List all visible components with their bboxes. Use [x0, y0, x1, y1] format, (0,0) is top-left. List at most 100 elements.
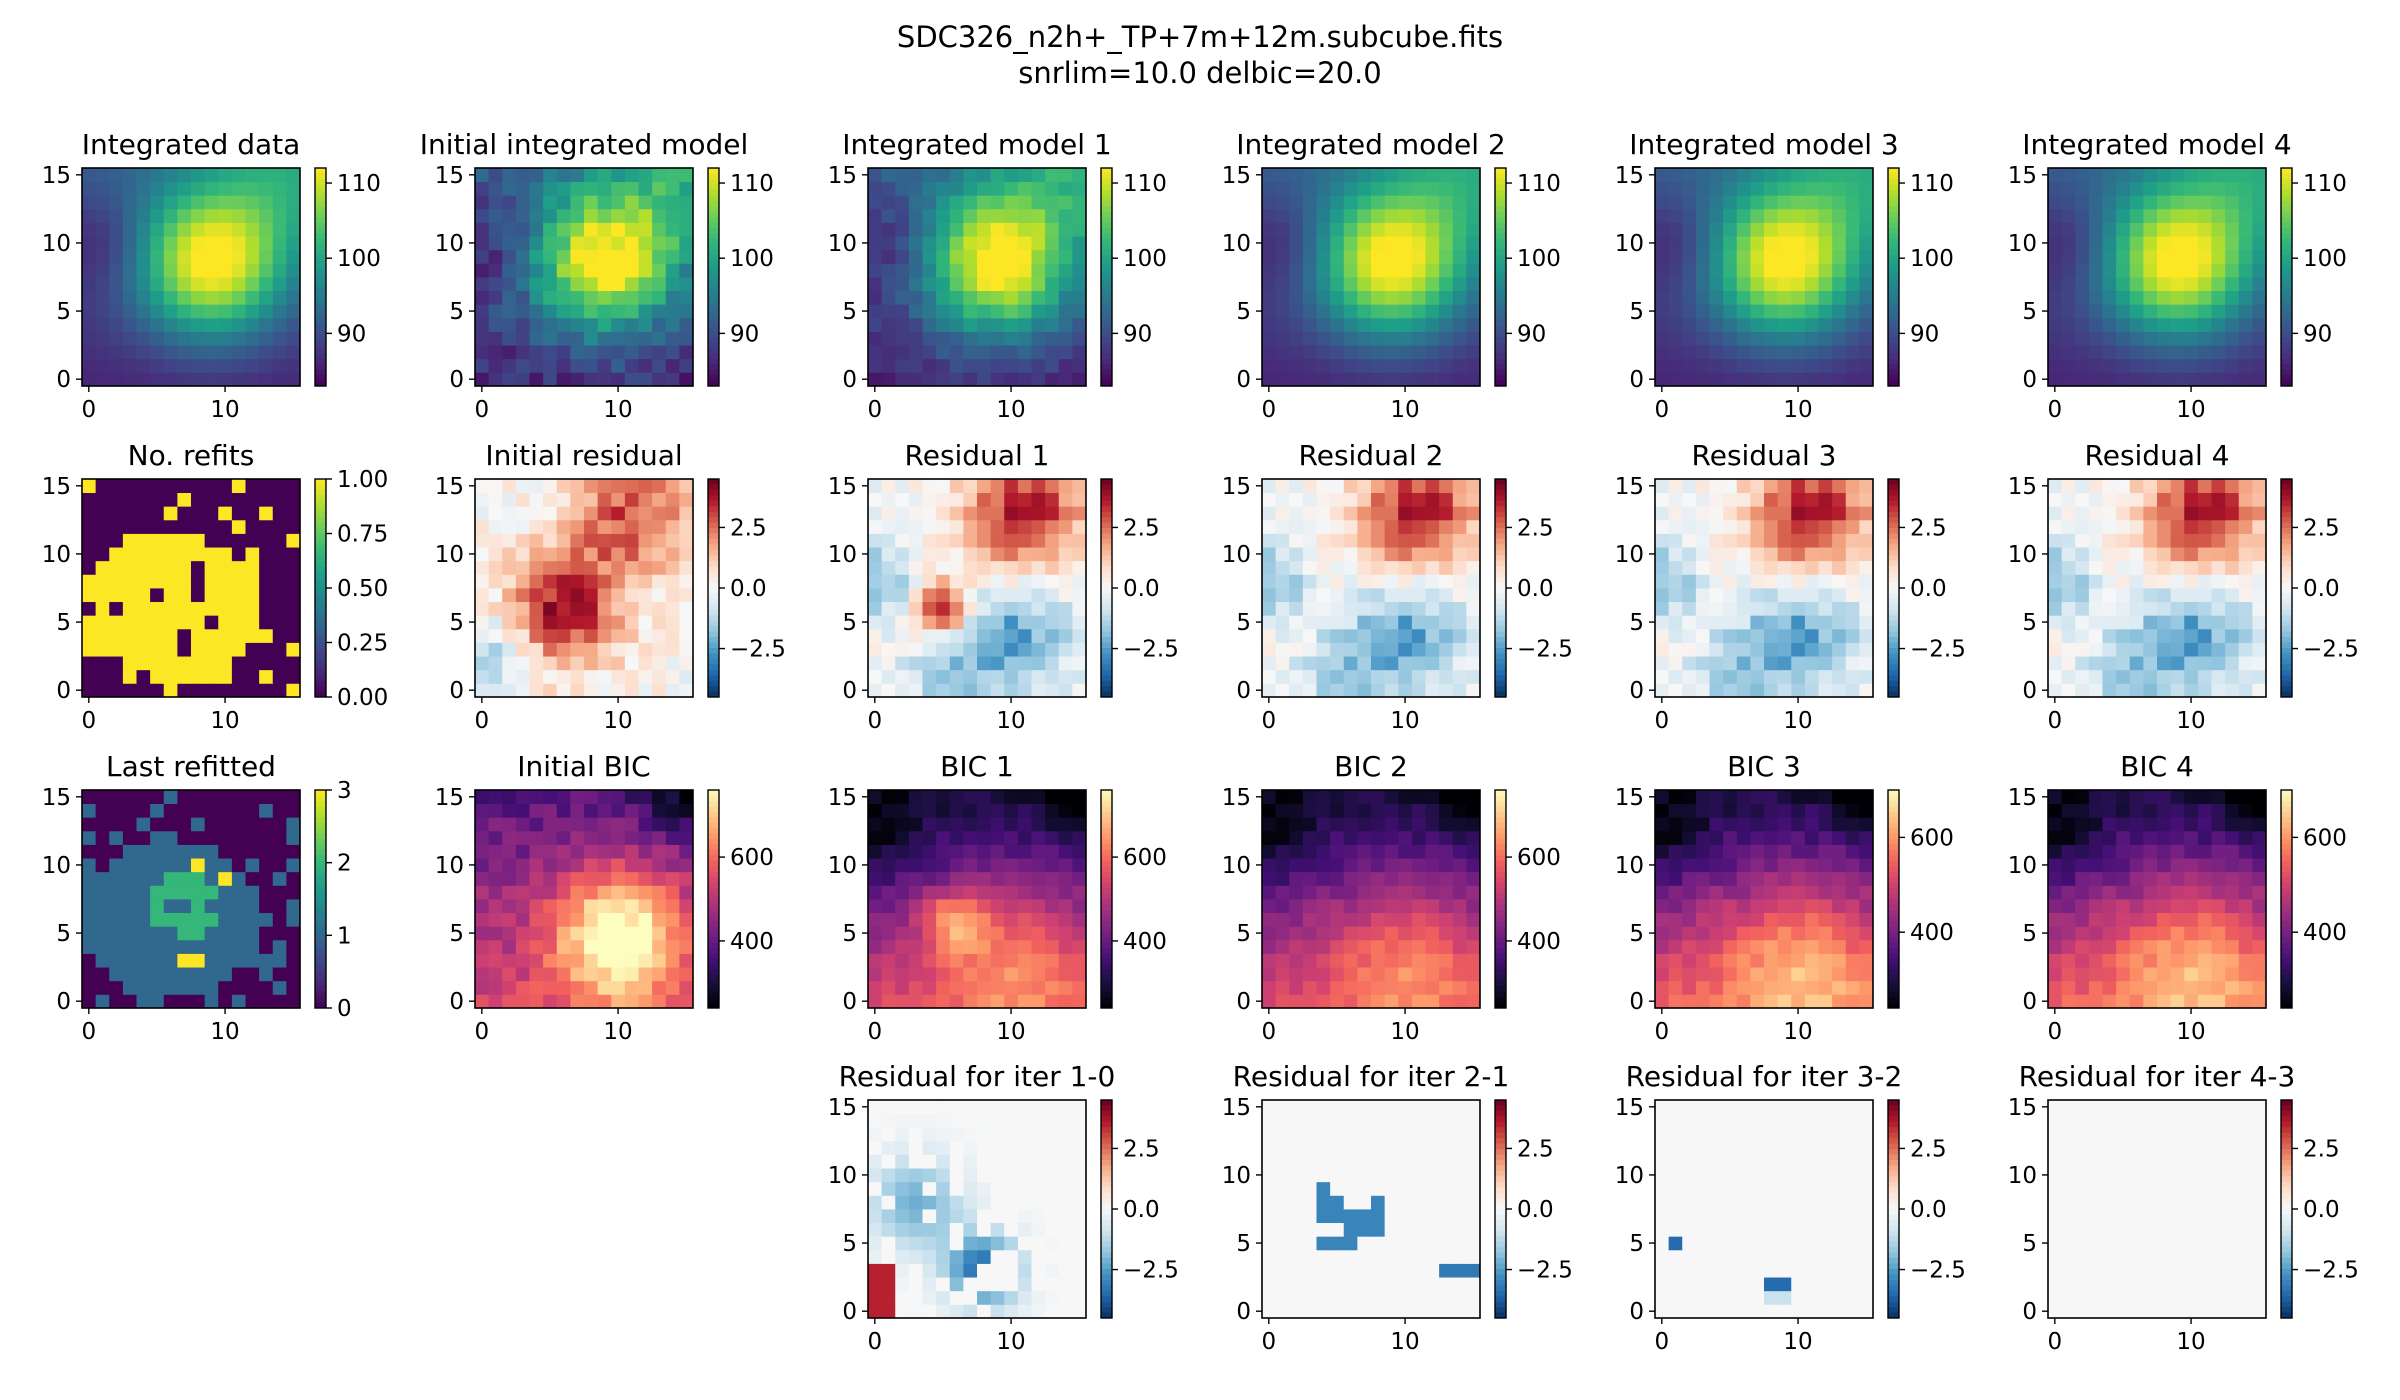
colorbar-segment	[708, 331, 719, 338]
heatmap-cell	[949, 317, 964, 332]
y-tick-label: 5	[842, 610, 857, 636]
heatmap-cell	[1017, 803, 1032, 818]
heatmap-cell	[1357, 304, 1372, 319]
heatmap-cell	[1695, 601, 1710, 616]
heatmap-cell	[977, 547, 992, 562]
heatmap-cell	[624, 885, 639, 900]
heatmap-cell	[177, 656, 192, 671]
heatmap-cell	[922, 290, 937, 305]
heatmap-cell	[868, 871, 883, 886]
y-tick-label: 5	[1236, 610, 1251, 636]
heatmap-cell	[1031, 790, 1046, 805]
heatmap-cell	[1804, 331, 1819, 346]
axes-frame	[2047, 478, 2267, 698]
heatmap-cell	[936, 683, 951, 698]
heatmap-cell	[1058, 236, 1073, 251]
colorbar-segment	[2281, 484, 2292, 491]
colorbar-segment	[315, 915, 326, 922]
heatmap-cell	[2197, 277, 2212, 292]
heatmap-cell	[1371, 290, 1386, 305]
heatmap-cell	[1452, 953, 1467, 968]
heatmap-cell	[109, 926, 124, 941]
heatmap-cell	[977, 858, 992, 873]
heatmap-cell	[1031, 858, 1046, 873]
heatmap-cell	[122, 817, 137, 832]
heatmap-cell	[1058, 953, 1073, 968]
heatmap-cell	[570, 858, 585, 873]
heatmap-cell	[204, 817, 219, 832]
colorbar-segment	[1101, 500, 1112, 507]
y-tick-label: 5	[842, 921, 857, 947]
colorbar-segment	[1495, 620, 1506, 627]
heatmap-cell	[2225, 479, 2240, 494]
heatmap-cell	[1330, 506, 1345, 521]
heatmap-cell	[1343, 331, 1358, 346]
heatmap-cell	[1058, 967, 1073, 982]
colorbar-segment	[315, 980, 326, 987]
colorbar-segment	[1888, 287, 1899, 294]
heatmap-cell	[2225, 345, 2240, 360]
heatmap-cell	[2061, 669, 2076, 684]
colorbar-segment	[1495, 669, 1506, 676]
heatmap-cell	[679, 331, 694, 346]
heatmap-cell	[638, 168, 653, 183]
heatmap-cell	[1275, 601, 1290, 616]
heatmap-cell	[1777, 588, 1792, 603]
heatmap-cell	[1289, 628, 1304, 643]
heatmap-cell	[2252, 669, 2267, 684]
heatmap-cell	[936, 547, 951, 562]
heatmap-cell	[652, 871, 667, 886]
colorbar-segment	[1888, 227, 1899, 234]
heatmap-cell	[529, 574, 544, 589]
heatmap-cell	[2075, 358, 2090, 373]
heatmap-cell	[652, 195, 667, 210]
heatmap-cell	[1275, 222, 1290, 237]
heatmap-cell	[963, 506, 978, 521]
heatmap-cell	[1709, 304, 1724, 319]
heatmap-cell	[963, 642, 978, 657]
heatmap-cell	[1384, 290, 1399, 305]
heatmap-cell	[556, 277, 571, 292]
heatmap-cell	[638, 479, 653, 494]
heatmap-cell	[624, 372, 639, 387]
heatmap-cell	[611, 953, 626, 968]
colorbar-segment	[1101, 298, 1112, 305]
heatmap-cell	[963, 331, 978, 346]
heatmap-cell	[543, 830, 558, 845]
colorbar-segment	[708, 200, 719, 207]
heatmap-cell	[2225, 317, 2240, 332]
colorbar-segment	[708, 369, 719, 376]
heatmap-cell	[652, 479, 667, 494]
heatmap-cell	[515, 519, 530, 534]
heatmap-cell	[488, 195, 503, 210]
heatmap-cell	[611, 249, 626, 264]
heatmap-cell	[977, 628, 992, 643]
heatmap-cell	[2061, 168, 2076, 183]
colorbar-segment	[708, 904, 719, 911]
heatmap-cell	[990, 479, 1005, 494]
y-tick-label: 5	[56, 921, 71, 947]
heatmap-cell	[1709, 372, 1724, 387]
colorbar-segment	[1101, 528, 1112, 534]
heatmap-cell	[1439, 345, 1454, 360]
heatmap-cell	[529, 926, 544, 941]
colorbar-segment	[1495, 626, 1506, 633]
heatmap-cell	[2088, 588, 2103, 603]
colorbar-segment	[315, 206, 326, 213]
heatmap-cell	[2088, 195, 2103, 210]
heatmap-cell	[1668, 683, 1683, 698]
heatmap-cell	[665, 899, 680, 914]
colorbar-segment	[1888, 249, 1899, 256]
heatmap-cell	[868, 358, 883, 373]
heatmap-cell	[2170, 290, 2185, 305]
heatmap-cell	[1411, 628, 1426, 643]
heatmap-cell	[908, 844, 923, 859]
colorbar-segment	[1101, 168, 1112, 174]
heatmap-cell	[638, 858, 653, 873]
heatmap-cell	[1818, 331, 1833, 346]
heatmap-cell	[922, 168, 937, 183]
heatmap-cell	[191, 506, 206, 521]
heatmap-cell	[259, 899, 274, 914]
heatmap-cell	[895, 642, 910, 657]
heatmap-cell	[2116, 628, 2131, 643]
